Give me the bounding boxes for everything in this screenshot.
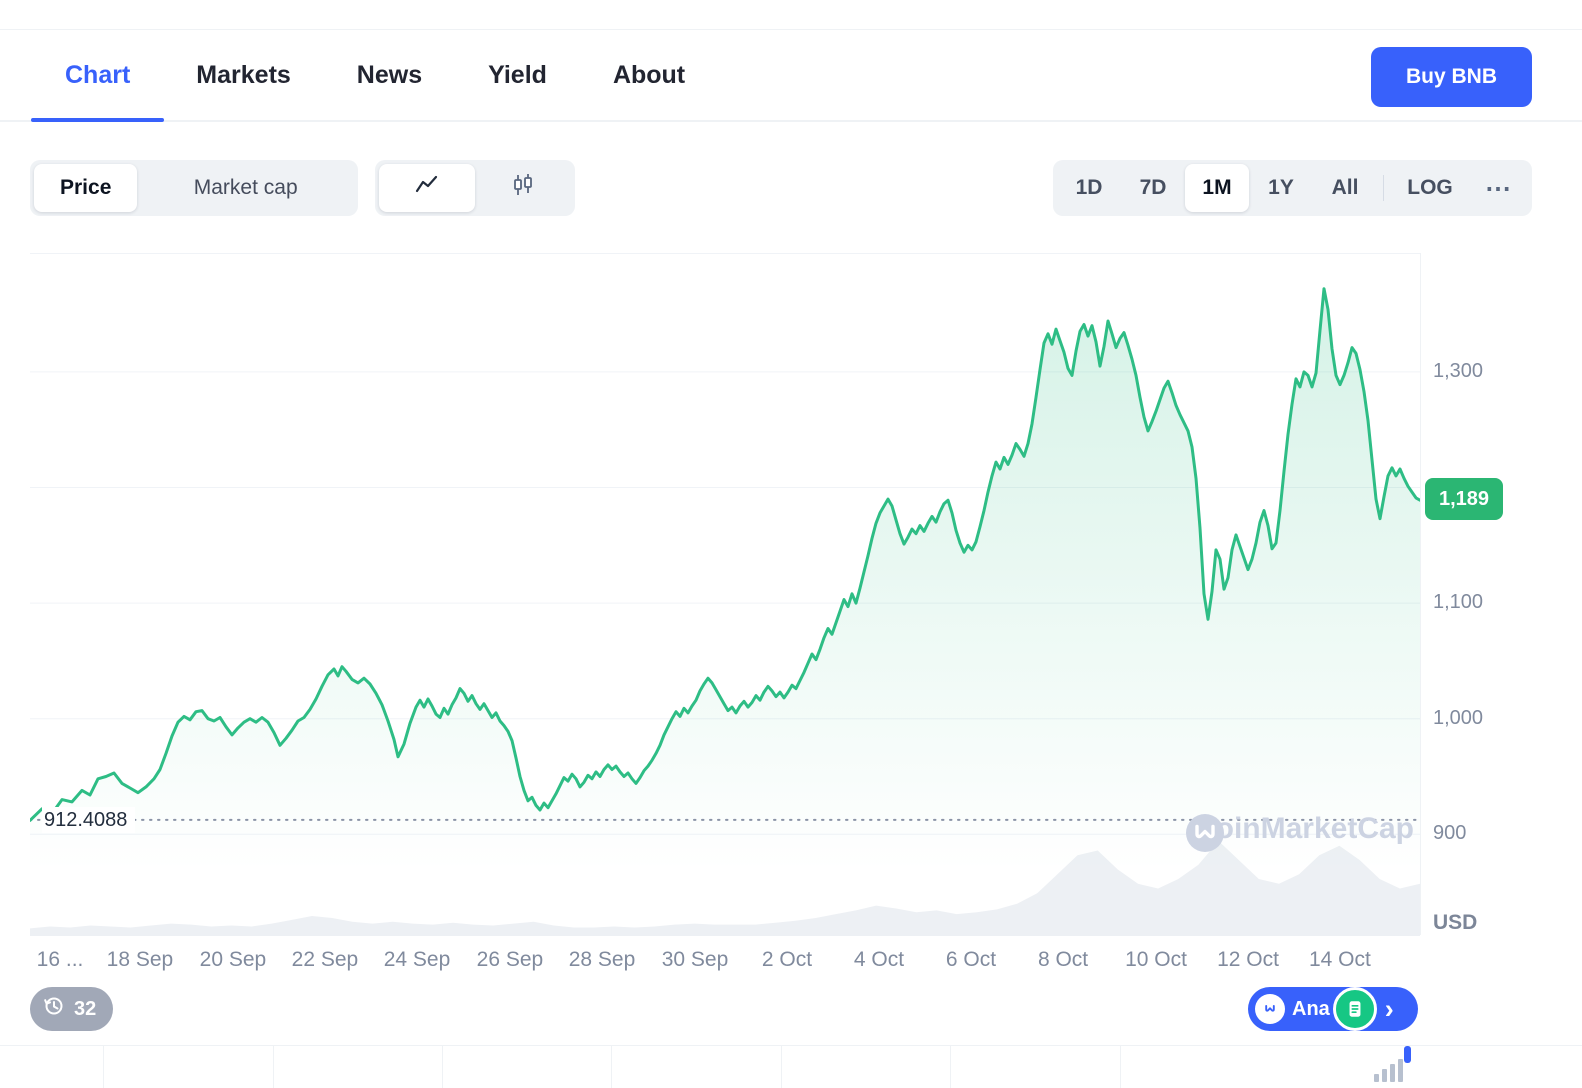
tab-news[interactable]: News bbox=[357, 30, 422, 120]
currency-label: USD bbox=[1433, 911, 1478, 934]
analysis-report-button[interactable] bbox=[1332, 987, 1377, 1031]
chevron-right-icon: › bbox=[1384, 993, 1394, 1024]
tab-chart-label: Chart bbox=[65, 60, 131, 89]
blue-bar-icon bbox=[1404, 1046, 1411, 1063]
table-column-divider bbox=[103, 1046, 104, 1088]
y-axis-label: 900 bbox=[1433, 822, 1467, 845]
history-clock-icon bbox=[43, 995, 65, 1023]
document-icon bbox=[1349, 1001, 1361, 1017]
baseline-price-label: 912.4088 bbox=[42, 806, 136, 833]
coinmarketcap-watermark: CoinMarketCap bbox=[1184, 812, 1414, 852]
history-count: 32 bbox=[74, 997, 97, 1020]
y-axis-label: 1,000 bbox=[1433, 706, 1484, 729]
cmc-logo-icon bbox=[1255, 994, 1285, 1024]
history-pill[interactable]: 32 bbox=[30, 987, 114, 1031]
x-axis-label: 16 ... bbox=[36, 948, 84, 971]
y-axis-label: 1,100 bbox=[1433, 591, 1484, 614]
x-axis-label: 26 Sep bbox=[476, 948, 544, 971]
range-more-button[interactable]: ⋯ bbox=[1470, 164, 1528, 212]
table-column-divider bbox=[781, 1046, 782, 1088]
x-axis-label: 28 Sep bbox=[568, 948, 636, 971]
x-axis-label: 10 Oct bbox=[1125, 948, 1187, 971]
table-column-divider bbox=[611, 1046, 612, 1088]
price-chart[interactable]: 912.4088 CoinMarketCap bbox=[30, 253, 1420, 936]
analyze-label: Ana bbox=[1292, 997, 1330, 1020]
price-chart-canvas[interactable] bbox=[30, 254, 1420, 936]
x-axis-label: 30 Sep bbox=[661, 948, 729, 971]
section-tab-bar: Chart Markets News Yield About bbox=[0, 30, 1582, 122]
tab-chart[interactable]: Chart bbox=[30, 30, 165, 122]
buy-bnb-button[interactable]: Buy BNB bbox=[1371, 47, 1532, 107]
x-axis-label: 6 Oct bbox=[945, 948, 997, 971]
line-chart-icon bbox=[415, 175, 439, 201]
price-axis: 1,189 USD 1,300 1,100 1,000 900 bbox=[1420, 253, 1582, 935]
candlestick-icon bbox=[512, 173, 534, 203]
table-column-divider bbox=[273, 1046, 274, 1088]
x-axis-label: 14 Oct bbox=[1308, 948, 1371, 971]
range-1y-button[interactable]: 1Y bbox=[1249, 164, 1313, 212]
tab-yield[interactable]: Yield bbox=[488, 30, 547, 120]
candlestick-chart-type-button[interactable] bbox=[475, 164, 571, 212]
line-chart-type-button[interactable] bbox=[379, 164, 475, 212]
tab-yield-label: Yield bbox=[488, 60, 547, 89]
x-axis-label: 2 Oct bbox=[761, 948, 813, 971]
table-fragment bbox=[0, 1045, 1582, 1088]
current-price-badge: 1,189 bbox=[1425, 478, 1504, 521]
x-axis-label: 22 Sep bbox=[291, 948, 359, 971]
chart-type-toggle bbox=[375, 160, 575, 216]
x-axis-label: 12 Oct bbox=[1217, 948, 1279, 971]
analyze-button[interactable]: Ana › bbox=[1248, 987, 1418, 1031]
time-range-selector: 1D 7D 1M 1Y All LOG ⋯ bbox=[1053, 160, 1532, 216]
tab-news-label: News bbox=[356, 60, 423, 89]
range-1m-button[interactable]: 1M bbox=[1185, 164, 1249, 212]
date-axis: 16 ... 18 Sep 20 Sep 22 Sep 24 Sep 26 Sep 28 S… bbox=[30, 948, 1420, 980]
y-axis-label: 1,300 bbox=[1433, 359, 1484, 382]
range-all-button[interactable]: All bbox=[1313, 164, 1377, 212]
tab-markets[interactable]: Markets bbox=[196, 30, 291, 120]
table-column-divider bbox=[950, 1046, 951, 1088]
divider bbox=[1383, 175, 1384, 201]
top-divider bbox=[0, 29, 1582, 30]
x-axis-label: 18 Sep bbox=[106, 948, 174, 971]
x-axis-label: 8 Oct bbox=[1037, 948, 1089, 971]
tab-about-label: About bbox=[612, 60, 686, 89]
tab-about[interactable]: About bbox=[613, 30, 685, 120]
x-axis-label: 4 Oct bbox=[853, 948, 905, 971]
table-column-divider bbox=[442, 1046, 443, 1088]
mini-bar-chart-icon bbox=[1374, 1056, 1404, 1082]
tab-markets-label: Markets bbox=[196, 60, 291, 89]
range-log-button[interactable]: LOG bbox=[1390, 164, 1470, 212]
x-axis-label: 24 Sep bbox=[383, 948, 451, 971]
toggle-market-cap[interactable]: Market cap bbox=[193, 176, 298, 199]
table-column-divider bbox=[1120, 1046, 1121, 1088]
range-1d-button[interactable]: 1D bbox=[1057, 164, 1121, 212]
x-axis-label: 20 Sep bbox=[199, 948, 267, 971]
range-7d-button[interactable]: 7D bbox=[1121, 164, 1185, 212]
price-marketcap-toggle: Price Market cap bbox=[30, 160, 358, 216]
watermark-text: CoinMarketCap bbox=[1193, 812, 1414, 845]
toggle-price[interactable]: Price bbox=[34, 164, 138, 212]
